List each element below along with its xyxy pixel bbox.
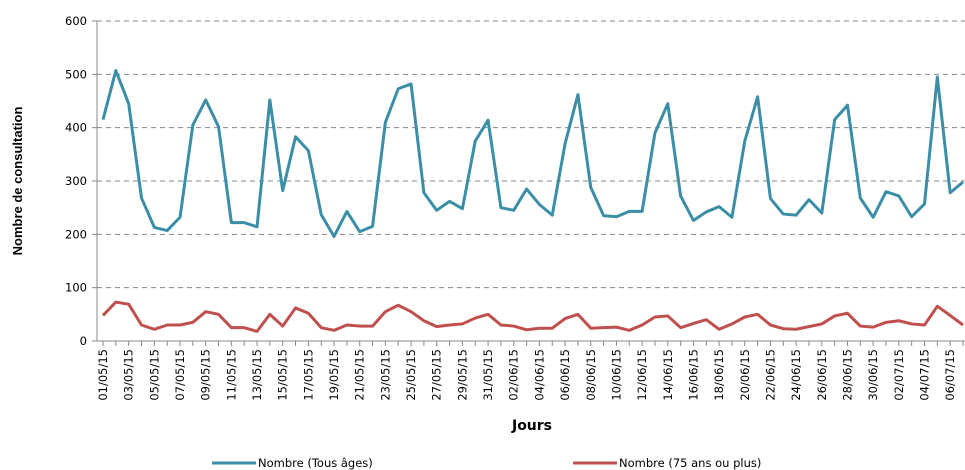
y-tick-label: 600 (65, 14, 87, 28)
series-line (101, 69, 964, 238)
x-tick-label: 22/06/15 (763, 349, 777, 401)
x-tick-label: 05/05/15 (147, 349, 161, 401)
x-tick-label: 13/05/15 (250, 349, 264, 401)
x-axis-title: Jours (511, 418, 552, 434)
x-tick-label: 06/06/15 (558, 349, 572, 401)
x-tick-label: 23/05/15 (378, 349, 392, 401)
y-tick-label: 200 (65, 227, 87, 241)
x-tick-label: 07/05/15 (173, 349, 187, 401)
x-tick-label: 16/06/15 (686, 349, 700, 401)
x-tick-label: 29/05/15 (455, 349, 469, 401)
series-line (101, 300, 964, 333)
x-tick-label: 20/06/15 (738, 349, 752, 401)
x-tick-label: 10/06/15 (609, 349, 623, 401)
x-tick-label: 25/05/15 (404, 349, 418, 401)
x-tick-label: 14/06/15 (661, 349, 675, 401)
x-tick-label: 30/06/15 (866, 349, 880, 401)
x-tick-label: 24/06/15 (789, 349, 803, 401)
y-axis-title: Nombre de consultation (10, 107, 25, 256)
x-tick-label: 03/05/15 (122, 349, 136, 401)
legend-label: Nombre (75 ans ou plus) (619, 456, 761, 470)
x-tick-label: 31/05/15 (481, 349, 495, 401)
x-tick-label: 28/06/15 (840, 349, 854, 401)
x-tick-label: 09/05/15 (199, 349, 213, 401)
x-tick-label: 04/07/15 (917, 349, 931, 401)
y-tick-label: 400 (65, 121, 87, 135)
x-tick-label: 04/06/15 (532, 349, 546, 401)
legend-label: Nombre (Tous âges) (258, 456, 373, 470)
y-tick-label: 300 (65, 174, 87, 188)
x-tick-label: 11/05/15 (224, 349, 238, 401)
x-tick-label: 18/06/15 (712, 349, 726, 401)
x-tick-label: 19/05/15 (327, 349, 341, 401)
x-tick-label: 27/05/15 (430, 349, 444, 401)
y-tick-label: 500 (65, 67, 87, 81)
x-tick-label: 02/07/15 (892, 349, 906, 401)
x-tick-label: 06/07/15 (943, 349, 957, 401)
x-tick-label: 12/06/15 (635, 349, 649, 401)
x-tick-label: 17/05/15 (301, 349, 315, 401)
x-tick-label: 02/06/15 (507, 349, 521, 401)
x-tick-label: 15/05/15 (276, 349, 290, 401)
x-tick-label: 08/06/15 (584, 349, 598, 401)
y-tick-label: 0 (80, 334, 87, 348)
x-tick-label: 01/05/15 (96, 349, 110, 401)
x-tick-label: 26/06/15 (815, 349, 829, 401)
y-tick-label: 100 (65, 281, 87, 295)
x-tick-label: 21/05/15 (353, 349, 367, 401)
